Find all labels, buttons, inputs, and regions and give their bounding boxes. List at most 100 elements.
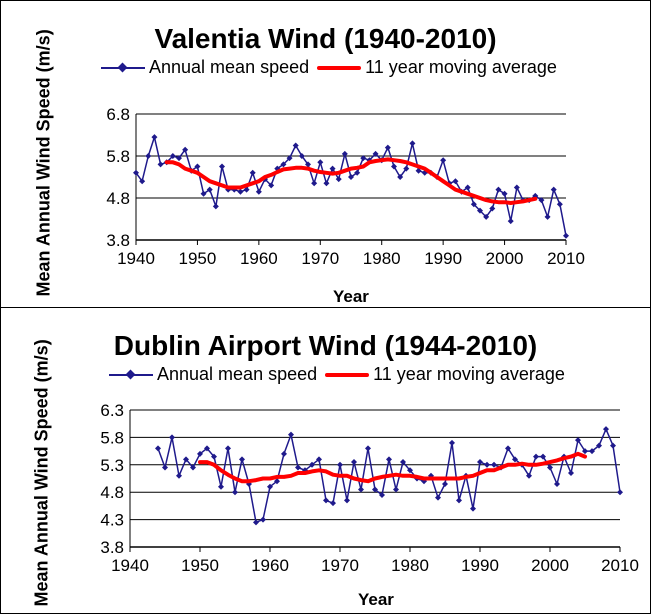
legend-item-moving-average: 11 year moving average <box>317 57 557 78</box>
data-point-annual <box>533 453 539 460</box>
data-point-annual <box>316 456 322 463</box>
data-point-annual <box>538 197 545 204</box>
data-point-annual <box>550 186 557 193</box>
data-point-annual <box>151 134 158 141</box>
data-point-annual <box>358 486 364 493</box>
y-tick-label: 5.8 <box>106 147 130 166</box>
data-point-annual <box>428 472 434 479</box>
data-point-annual <box>133 169 139 176</box>
data-point-annual <box>348 174 354 180</box>
legend-label-annual: Annual mean speed <box>149 57 310 77</box>
data-point-annual <box>139 178 146 185</box>
y-tick-label: 6.3 <box>100 401 124 420</box>
data-point-annual <box>341 150 348 157</box>
data-point-annual <box>288 431 294 438</box>
data-point-annual <box>155 445 161 452</box>
data-point-annual <box>176 472 182 479</box>
data-point-annual <box>513 184 520 191</box>
x-tick-label: 1960 <box>240 249 278 268</box>
data-point-annual <box>372 150 379 157</box>
x-tick-label: 1950 <box>181 556 219 575</box>
data-point-annual <box>589 448 595 455</box>
data-point-annual <box>292 142 299 149</box>
data-point-annual <box>225 445 231 452</box>
legend-swatch-moving-average <box>325 369 370 381</box>
data-point-annual <box>512 456 518 463</box>
x-tick-label: 2010 <box>601 556 639 575</box>
data-point-annual <box>206 186 213 193</box>
series-line-annual <box>135 136 567 236</box>
data-point-annual <box>194 163 201 170</box>
legend-swatch-annual <box>109 369 153 381</box>
data-point-annual <box>169 153 176 159</box>
data-point-annual <box>421 478 427 485</box>
data-point-annual <box>495 186 502 193</box>
data-point-annual <box>190 464 196 471</box>
x-tick-label: 1960 <box>251 556 289 575</box>
data-point-annual <box>145 153 152 159</box>
data-point-annual <box>255 188 262 195</box>
x-tick-label: 1940 <box>117 249 155 268</box>
data-point-annual <box>281 450 287 457</box>
data-point-annual <box>309 461 315 468</box>
valentia-chart-panel: Valentia Wind (1940-2010) Annual mean sp… <box>0 0 651 308</box>
legend-item-annual: Annual mean speed <box>109 364 317 385</box>
x-tick-label: 1970 <box>301 249 339 268</box>
y-tick-label: 4.8 <box>106 189 130 208</box>
x-tick-label: 2010 <box>547 249 585 268</box>
data-point-annual <box>582 448 588 455</box>
y-tick-label: 6.8 <box>106 105 130 124</box>
data-point-annual <box>365 445 371 452</box>
data-point-annual <box>330 500 336 507</box>
legend-swatch-annual <box>101 62 145 74</box>
chart-title: Dublin Airport Wind (1944-2010) <box>113 330 538 361</box>
data-point-annual <box>452 178 459 185</box>
data-point-annual <box>239 456 245 463</box>
x-axis-label: Year <box>358 590 394 609</box>
plot-area-svg: 3.8 4.3 4.8 5.3 5.8 6.3 1940 1950 1960 1970 1980 19… <box>100 401 639 575</box>
data-point-annual <box>554 480 560 487</box>
chart-title: Valentia Wind (1940-2010) <box>154 23 497 54</box>
data-point-annual <box>400 459 406 466</box>
legend-label-annual: Annual mean speed <box>157 364 318 384</box>
data-point-annual <box>407 467 413 474</box>
data-point-annual <box>393 486 399 493</box>
data-point-annual <box>274 478 280 485</box>
data-point-annual <box>403 165 410 172</box>
data-point-annual <box>544 213 551 220</box>
data-point-annual <box>379 491 385 498</box>
data-point-annual <box>372 486 378 493</box>
data-point-annual <box>556 201 563 208</box>
data-point-annual <box>610 442 616 449</box>
data-point-annual <box>182 146 189 153</box>
y-tick-label: 5.8 <box>100 428 124 447</box>
data-point-annual <box>219 163 225 170</box>
data-point-annual <box>246 480 252 487</box>
data-point-annual <box>351 459 357 466</box>
data-point-annual <box>526 472 532 479</box>
data-point-annual <box>575 437 581 444</box>
dublin-chart-panel: Dublin Airport Wind (1944-2010) Annual m… <box>0 307 651 614</box>
x-tick-label: 1980 <box>363 249 401 268</box>
data-point-annual <box>442 480 448 487</box>
data-point-annual <box>507 218 514 225</box>
data-point-annual <box>218 483 224 490</box>
data-point-annual <box>176 155 182 162</box>
data-point-annual <box>477 207 483 214</box>
legend-swatch-moving-average <box>317 62 362 74</box>
chart-legend: Annual mean speed 11 year moving average <box>109 364 573 385</box>
data-point-annual <box>491 461 497 468</box>
data-point-annual <box>568 470 574 477</box>
data-point-annual <box>260 516 266 523</box>
data-point-annual <box>360 155 367 162</box>
data-point-annual <box>617 489 623 496</box>
x-tick-label: 1940 <box>111 556 149 575</box>
y-tick-label: 4.3 <box>100 511 124 530</box>
data-point-annual <box>409 140 416 147</box>
data-point-annual <box>386 456 392 463</box>
data-point-annual <box>449 439 455 446</box>
data-point-annual <box>243 186 250 193</box>
legend-label-moving-average: 11 year moving average <box>373 364 565 384</box>
data-point-annual <box>286 155 293 162</box>
x-tick-label: 1990 <box>424 249 462 268</box>
